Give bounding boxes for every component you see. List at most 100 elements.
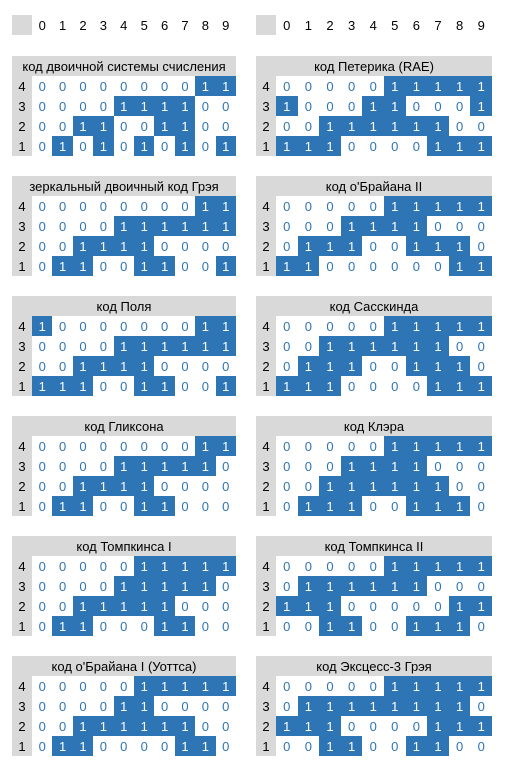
column-header: 6 xyxy=(160,17,169,33)
bit-cell: 0 xyxy=(455,338,464,354)
bit-cell: 0 xyxy=(181,358,189,374)
bit-cell: 1 xyxy=(154,596,175,616)
bit-cell: 0 xyxy=(38,338,46,354)
bit-cell: 0 xyxy=(201,258,209,274)
bit-cell: 0 xyxy=(58,578,67,594)
bit-cell: 0 xyxy=(160,78,169,94)
bit-cell: 0 xyxy=(99,198,107,214)
row-label: 1 xyxy=(256,376,276,396)
block-title: код Поля xyxy=(12,296,236,316)
bit-cell: 0 xyxy=(79,698,87,714)
bit-cell: 1 xyxy=(448,76,471,96)
bit-cell: 1 xyxy=(215,556,236,576)
block-title: код о'Брайана II xyxy=(256,176,492,196)
bit-cell: 0 xyxy=(58,438,67,454)
bit-cell: 1 xyxy=(134,696,155,716)
bit-cell: 1 xyxy=(195,196,216,216)
bit-cell: 0 xyxy=(347,98,356,114)
row-label: 4 xyxy=(256,316,276,336)
bit-cell: 1 xyxy=(448,696,471,716)
header-corner xyxy=(12,15,32,35)
bit-cell: 0 xyxy=(140,438,148,454)
bit-cell: 1 xyxy=(297,376,320,396)
bit-cell: 0 xyxy=(38,238,46,254)
row-label: 1 xyxy=(256,736,276,756)
bit-cell: 1 xyxy=(448,316,471,336)
bit-cell: 0 xyxy=(391,258,399,274)
row-label: 3 xyxy=(12,216,32,236)
row-label: 3 xyxy=(12,96,32,116)
bit-cell: 0 xyxy=(58,198,67,214)
bit-cell: 0 xyxy=(38,698,46,714)
bit-cell: 1 xyxy=(52,736,73,756)
bit-cell: 1 xyxy=(427,496,449,516)
bit-cell: 0 xyxy=(222,698,230,714)
bit-cell: 1 xyxy=(319,336,341,356)
bit-cell: 0 xyxy=(304,218,312,234)
row-label: 2 xyxy=(256,236,276,256)
bit-cell: 1 xyxy=(32,316,53,336)
column-header: 8 xyxy=(201,17,209,33)
bit-cell: 1 xyxy=(405,356,428,376)
bit-cell: 0 xyxy=(38,478,46,494)
bit-cell: 1 xyxy=(113,456,134,476)
bit-cell: 1 xyxy=(448,236,471,256)
bit-cell: 0 xyxy=(326,78,334,94)
bit-cell: 1 xyxy=(195,316,216,336)
bit-cell: 0 xyxy=(369,438,377,454)
bit-cell: 0 xyxy=(326,438,334,454)
bit-cell: 1 xyxy=(362,576,384,596)
row-label: 4 xyxy=(256,436,276,456)
bit-cell: 1 xyxy=(340,216,363,236)
bit-cell: 1 xyxy=(427,476,449,496)
bit-cell: 1 xyxy=(470,76,492,96)
bit-cell: 1 xyxy=(319,716,341,736)
bit-cell: 0 xyxy=(79,458,87,474)
bit-cell: 0 xyxy=(140,738,148,754)
bit-cell: 1 xyxy=(470,376,492,396)
bit-cell: 0 xyxy=(412,378,420,394)
bit-cell: 0 xyxy=(58,558,67,574)
bit-cell: 1 xyxy=(362,216,384,236)
bit-cell: 1 xyxy=(215,256,236,276)
bit-cell: 0 xyxy=(160,698,169,714)
bit-cell: 1 xyxy=(427,136,449,156)
bit-cell: 0 xyxy=(391,738,399,754)
bit-cell: 0 xyxy=(283,558,291,574)
bit-cell: 1 xyxy=(174,456,196,476)
bit-cell: 0 xyxy=(160,238,169,254)
bit-cell: 1 xyxy=(384,216,406,236)
bit-cell: 1 xyxy=(195,76,216,96)
bit-cell: 0 xyxy=(79,78,87,94)
bit-cell: 1 xyxy=(427,676,449,696)
bit-cell: 0 xyxy=(38,218,46,234)
bit-cell: 1 xyxy=(405,576,428,596)
bit-cell: 1 xyxy=(174,136,196,156)
block-title: код Гликсона xyxy=(12,416,236,436)
row-label: 2 xyxy=(12,356,32,376)
bit-cell: 0 xyxy=(99,218,107,234)
bit-cell: 1 xyxy=(340,576,363,596)
bit-cell: 1 xyxy=(405,556,428,576)
row-label: 2 xyxy=(256,716,276,736)
bit-cell: 1 xyxy=(470,436,492,456)
bit-cell: 0 xyxy=(347,318,356,334)
bit-cell: 1 xyxy=(340,696,363,716)
bit-cell: 0 xyxy=(347,378,356,394)
bit-cell: 1 xyxy=(113,216,134,236)
bit-cell: 0 xyxy=(201,718,209,734)
bit-cell: 0 xyxy=(477,218,485,234)
bit-cell: 0 xyxy=(99,498,107,514)
bit-cell: 0 xyxy=(222,578,230,594)
bit-cell: 1 xyxy=(134,356,155,376)
bit-cell: 1 xyxy=(319,236,341,256)
bit-cell: 1 xyxy=(470,676,492,696)
bit-cell: 0 xyxy=(99,578,107,594)
block-title: зеркальный двоичный код Грэя xyxy=(12,176,236,196)
bit-cell: 1 xyxy=(470,136,492,156)
bit-cell: 1 xyxy=(195,336,216,356)
row-label: 1 xyxy=(256,496,276,516)
column-header: 3 xyxy=(347,17,356,33)
bit-cell: 0 xyxy=(181,478,189,494)
bit-cell: 1 xyxy=(340,336,363,356)
